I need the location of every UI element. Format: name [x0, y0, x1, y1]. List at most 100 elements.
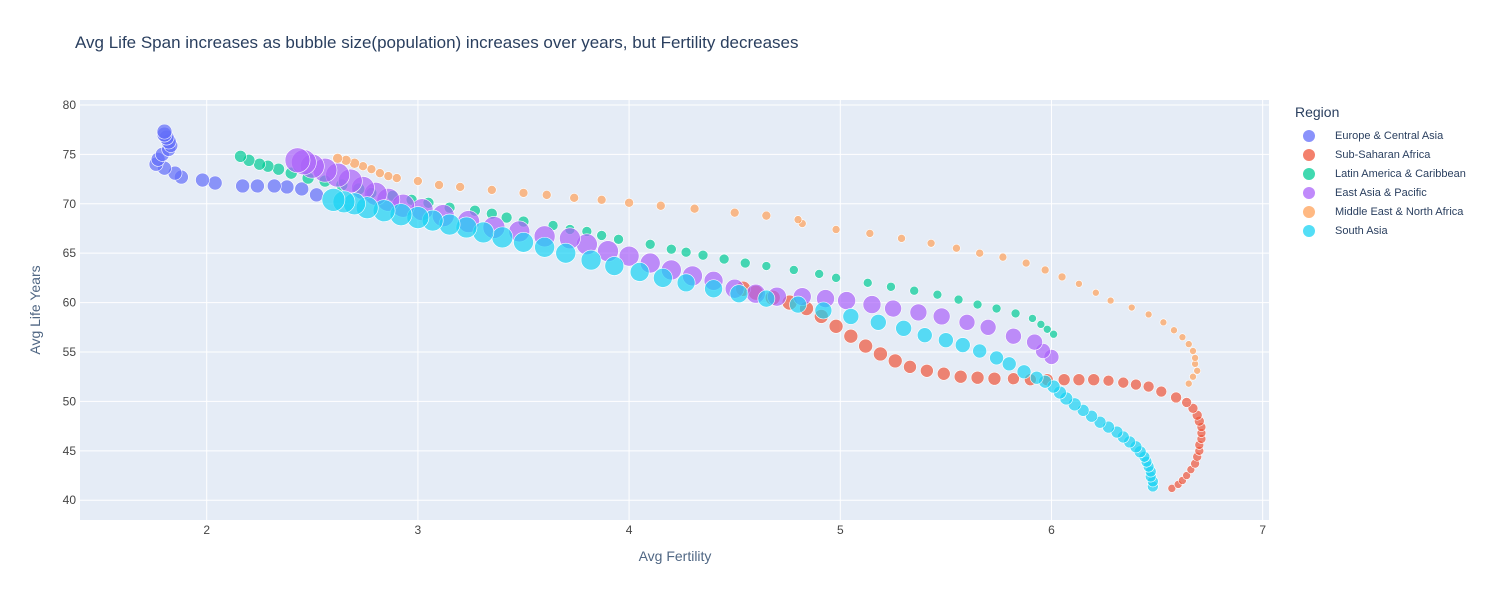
data-point[interactable]	[680, 246, 692, 258]
data-point[interactable]	[998, 252, 1008, 262]
data-point[interactable]	[697, 249, 709, 261]
legend-item[interactable]: Europe & Central Asia	[1295, 126, 1466, 145]
data-point[interactable]	[156, 123, 173, 140]
data-point[interactable]	[842, 308, 860, 325]
data-point[interactable]	[195, 172, 210, 188]
data-point[interactable]	[1167, 484, 1177, 493]
data-point[interactable]	[932, 289, 943, 300]
data-point[interactable]	[1155, 385, 1168, 398]
data-point[interactable]	[629, 262, 650, 282]
data-point[interactable]	[869, 314, 887, 331]
data-point[interactable]	[895, 319, 912, 337]
data-point[interactable]	[958, 314, 976, 331]
data-point[interactable]	[1189, 347, 1197, 355]
legend-item[interactable]: Middle East & North Africa	[1295, 202, 1466, 221]
data-point[interactable]	[596, 195, 607, 205]
data-point[interactable]	[294, 181, 310, 197]
data-point[interactable]	[843, 328, 859, 344]
data-point[interactable]	[618, 245, 640, 267]
data-point[interactable]	[234, 150, 247, 163]
data-point[interactable]	[1184, 379, 1193, 388]
data-point[interactable]	[358, 161, 368, 172]
data-point[interactable]	[266, 178, 282, 194]
data-point[interactable]	[235, 178, 250, 194]
data-point[interactable]	[789, 295, 807, 314]
data-point[interactable]	[1040, 265, 1050, 275]
data-point[interactable]	[909, 303, 928, 322]
data-point[interactable]	[613, 234, 624, 245]
data-point[interactable]	[1130, 378, 1142, 391]
data-point[interactable]	[884, 299, 902, 318]
data-point[interactable]	[909, 285, 920, 296]
data-point[interactable]	[953, 294, 964, 305]
data-point[interactable]	[1057, 373, 1071, 386]
data-point[interactable]	[1189, 372, 1197, 381]
data-point[interactable]	[391, 173, 402, 183]
data-point[interactable]	[455, 182, 465, 192]
data-point[interactable]	[897, 234, 906, 243]
data-point[interactable]	[284, 147, 311, 174]
data-point[interactable]	[309, 187, 324, 203]
data-point[interactable]	[1075, 280, 1083, 288]
data-point[interactable]	[793, 215, 803, 224]
data-point[interactable]	[534, 236, 555, 258]
data-point[interactable]	[272, 162, 285, 176]
data-point[interactable]	[413, 176, 423, 186]
data-point[interactable]	[1127, 303, 1136, 312]
data-point[interactable]	[375, 168, 385, 178]
data-point[interactable]	[250, 178, 265, 194]
data-point[interactable]	[739, 257, 751, 269]
data-point[interactable]	[718, 253, 730, 265]
data-point[interactable]	[865, 229, 875, 238]
data-point[interactable]	[1021, 258, 1031, 268]
data-point[interactable]	[1007, 372, 1020, 385]
data-point[interactable]	[1184, 340, 1193, 348]
data-point[interactable]	[332, 153, 343, 164]
data-point[interactable]	[666, 243, 677, 255]
data-point[interactable]	[989, 350, 1004, 366]
data-point[interactable]	[1087, 373, 1101, 386]
data-point[interactable]	[1001, 356, 1017, 372]
data-point[interactable]	[555, 242, 577, 264]
data-point[interactable]	[1178, 333, 1187, 341]
data-point[interactable]	[1005, 327, 1022, 345]
data-point[interactable]	[926, 238, 936, 248]
data-point[interactable]	[903, 360, 917, 374]
data-point[interactable]	[953, 369, 968, 384]
data-point[interactable]	[1072, 373, 1086, 386]
data-point[interactable]	[569, 193, 579, 203]
data-point[interactable]	[1102, 374, 1115, 387]
data-point[interactable]	[761, 261, 772, 271]
data-point[interactable]	[207, 175, 223, 191]
data-point[interactable]	[1159, 318, 1168, 327]
data-point[interactable]	[729, 207, 740, 218]
data-point[interactable]	[689, 203, 700, 214]
legend-item[interactable]: Sub-Saharan Africa	[1295, 145, 1466, 164]
data-point[interactable]	[383, 171, 394, 181]
data-point[interactable]	[1042, 324, 1052, 334]
data-point[interactable]	[1028, 314, 1037, 323]
data-point[interactable]	[972, 299, 983, 310]
data-point[interactable]	[655, 200, 666, 211]
data-point[interactable]	[321, 188, 346, 212]
data-point[interactable]	[757, 289, 776, 308]
data-point[interactable]	[580, 249, 602, 271]
data-point[interactable]	[975, 248, 984, 258]
data-point[interactable]	[987, 371, 1002, 386]
data-point[interactable]	[972, 343, 987, 359]
data-point[interactable]	[1191, 354, 1199, 362]
data-point[interactable]	[624, 197, 634, 208]
data-point[interactable]	[789, 265, 799, 275]
data-point[interactable]	[858, 338, 873, 354]
data-point[interactable]	[1029, 370, 1044, 385]
data-point[interactable]	[862, 278, 873, 288]
data-point[interactable]	[1142, 380, 1155, 393]
data-point[interactable]	[814, 301, 833, 320]
data-point[interactable]	[1010, 308, 1021, 319]
data-point[interactable]	[916, 327, 933, 344]
data-point[interactable]	[604, 256, 625, 276]
data-point[interactable]	[831, 225, 841, 234]
data-point[interactable]	[513, 232, 534, 253]
data-point[interactable]	[920, 363, 934, 378]
data-point[interactable]	[952, 243, 961, 253]
